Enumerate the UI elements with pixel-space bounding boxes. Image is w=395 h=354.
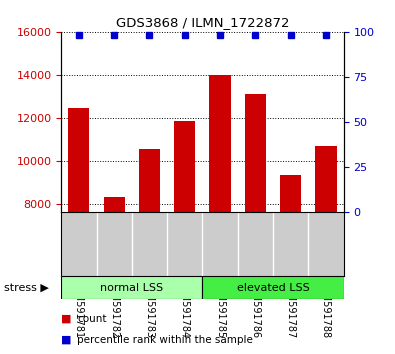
Bar bbox=[202, 276, 344, 299]
Title: GDS3868 / ILMN_1722872: GDS3868 / ILMN_1722872 bbox=[116, 16, 289, 29]
Bar bbox=[103, 198, 125, 212]
Text: stress ▶: stress ▶ bbox=[4, 282, 49, 293]
Text: ■: ■ bbox=[61, 314, 72, 324]
Bar bbox=[245, 94, 266, 212]
Text: normal LSS: normal LSS bbox=[100, 282, 164, 293]
Bar bbox=[68, 108, 89, 212]
Text: count: count bbox=[77, 314, 107, 324]
Text: percentile rank within the sample: percentile rank within the sample bbox=[77, 335, 253, 345]
Bar bbox=[209, 75, 231, 212]
Bar bbox=[139, 149, 160, 212]
Bar bbox=[174, 121, 196, 212]
Bar bbox=[315, 146, 337, 212]
Text: elevated LSS: elevated LSS bbox=[237, 282, 309, 293]
Bar bbox=[61, 276, 202, 299]
Text: ■: ■ bbox=[61, 335, 72, 345]
Bar bbox=[280, 175, 301, 212]
